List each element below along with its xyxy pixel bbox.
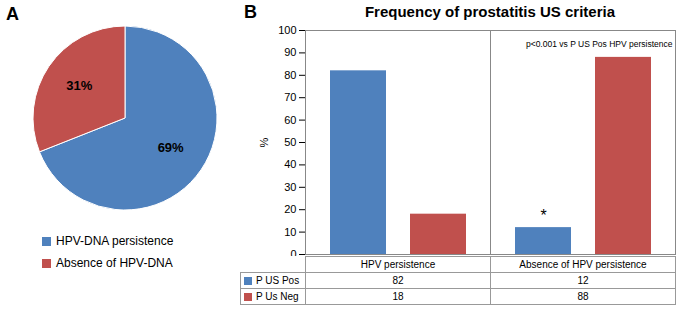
html-text:Frequency of prostatitis US cr: Frequency of prostatitis US criteria bbox=[365, 3, 615, 20]
html-text:88: 88 bbox=[577, 291, 589, 302]
svg-text:A: A bbox=[6, 4, 19, 24]
svg-text:%: % bbox=[258, 137, 270, 147]
svg-text:Absence of HPV-DNA: Absence of HPV-DNA bbox=[56, 256, 173, 270]
svg-text:100: 100 bbox=[278, 24, 296, 36]
svg-text:40: 40 bbox=[284, 158, 296, 170]
html-text:12: 12 bbox=[577, 275, 589, 286]
html-text:HPV persistence: HPV persistence bbox=[360, 259, 436, 270]
html-text:Absence of HPV persistence: Absence of HPV persistence bbox=[519, 259, 647, 270]
svg-text:p<0.001 vs P US Pos HPV persis: p<0.001 vs P US Pos HPV persistence bbox=[526, 39, 673, 49]
svg-text:69%: 69% bbox=[158, 140, 184, 155]
svg-text:10: 10 bbox=[284, 226, 296, 238]
html-text:82: 82 bbox=[392, 275, 404, 286]
svg-text:HPV-DNA persistence: HPV-DNA persistence bbox=[56, 234, 174, 248]
svg-text:70: 70 bbox=[284, 91, 296, 103]
svg-text:20: 20 bbox=[284, 203, 296, 215]
svg-text:31%: 31% bbox=[66, 78, 92, 93]
svg-text:80: 80 bbox=[284, 69, 296, 81]
html-text:P US Pos: P US Pos bbox=[256, 275, 300, 286]
svg-text:90: 90 bbox=[284, 46, 296, 58]
svg-text:50: 50 bbox=[284, 136, 296, 148]
svg-text:0: 0 bbox=[290, 248, 296, 256]
html-text:B: B bbox=[244, 2, 257, 22]
html-text:P Us Neg: P Us Neg bbox=[256, 291, 299, 302]
svg-text:60: 60 bbox=[284, 114, 296, 126]
svg-text:*: * bbox=[540, 207, 546, 224]
html-text:18: 18 bbox=[392, 291, 404, 302]
svg-text:30: 30 bbox=[284, 181, 296, 193]
